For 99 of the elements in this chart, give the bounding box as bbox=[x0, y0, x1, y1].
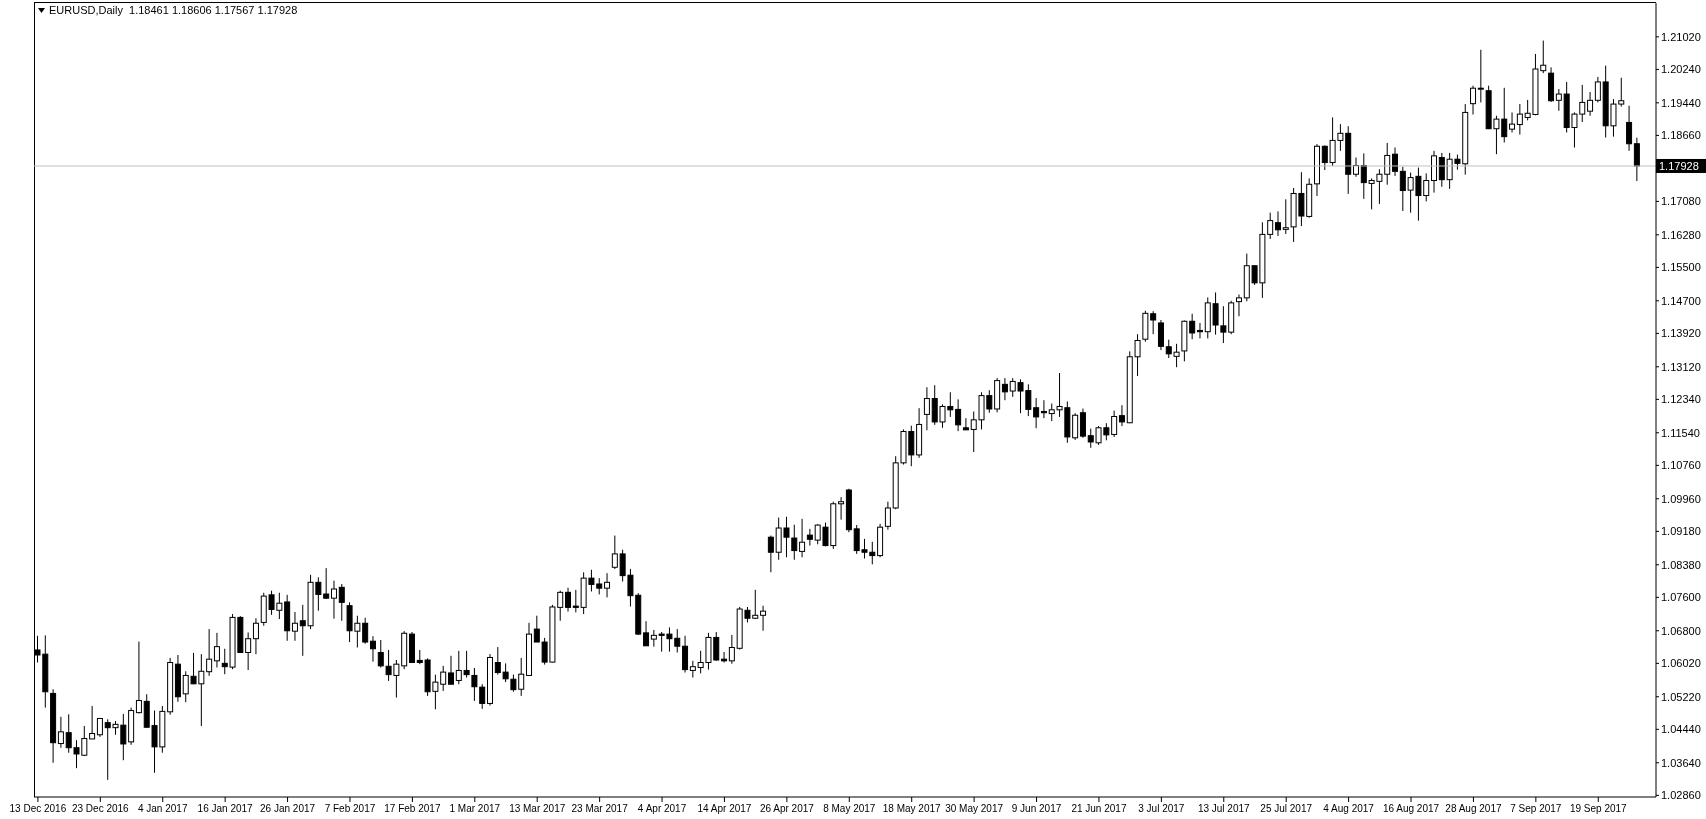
candlestick bbox=[1274, 210, 1281, 237]
y-tick-label: 1.16280 bbox=[1661, 228, 1701, 241]
x-tick-label: 13 Mar 2017 bbox=[509, 803, 566, 814]
x-tick-label: 9 Jun 2017 bbox=[1011, 803, 1062, 814]
y-tick-label: 1.18660 bbox=[1661, 129, 1701, 142]
x-tick-label: 16 Aug 2017 bbox=[1382, 803, 1440, 814]
chart-title: EURUSD,Daily 1.18461 1.18606 1.17567 1.17928 bbox=[49, 4, 298, 16]
candlestick bbox=[565, 587, 572, 613]
x-tick-label: 19 Sep 2017 bbox=[1569, 803, 1628, 814]
y-tick-label: 1.06020 bbox=[1661, 657, 1701, 670]
candlestick bbox=[1470, 85, 1477, 116]
x-tick-label: 7 Feb 2017 bbox=[324, 803, 376, 814]
candlestick bbox=[1477, 49, 1484, 103]
candlestick bbox=[57, 716, 64, 749]
candlestick bbox=[245, 631, 252, 671]
x-tick-label: 26 Jan 2017 bbox=[260, 803, 316, 814]
candlestick bbox=[799, 518, 806, 558]
candlestick bbox=[643, 620, 650, 647]
candlestick bbox=[1509, 111, 1516, 133]
y-tick-label: 1.14700 bbox=[1661, 294, 1701, 307]
candlestick bbox=[89, 705, 96, 740]
candlestick bbox=[96, 717, 103, 738]
candlestick bbox=[604, 572, 611, 598]
candlestick bbox=[1633, 137, 1640, 182]
x-tick-label: 26 Apr 2017 bbox=[759, 803, 815, 814]
candlestick bbox=[1079, 408, 1086, 439]
candlestick bbox=[760, 605, 767, 632]
candlestick bbox=[135, 641, 142, 714]
y-tick-label: 1.21020 bbox=[1661, 30, 1701, 43]
y-tick-label: 1.15500 bbox=[1661, 261, 1701, 274]
candlestick bbox=[767, 535, 774, 573]
y-tick-label: 1.08380 bbox=[1661, 558, 1701, 571]
x-tick-label: 23 Dec 2016 bbox=[71, 803, 130, 814]
x-tick-label: 25 Jul 2017 bbox=[1260, 803, 1313, 814]
x-tick-label: 16 Jan 2017 bbox=[197, 803, 254, 814]
candlestick bbox=[369, 635, 376, 663]
y-tick-label: 1.11540 bbox=[1661, 426, 1700, 439]
candlestick bbox=[291, 611, 298, 642]
candlestick bbox=[1626, 105, 1633, 152]
candlestick bbox=[923, 386, 930, 431]
candlestick bbox=[1072, 412, 1079, 441]
y-tick-label: 1.03640 bbox=[1661, 756, 1701, 769]
candlestick bbox=[1196, 322, 1203, 339]
x-tick-label: 30 May 2017 bbox=[945, 803, 1004, 814]
candlestick bbox=[728, 634, 735, 665]
x-tick-label: 18 May 2017 bbox=[882, 803, 942, 814]
x-tick-label: 1 Mar 2017 bbox=[449, 803, 501, 814]
candlestick bbox=[962, 417, 969, 431]
candlestick bbox=[1001, 377, 1008, 401]
x-tick-label: 21 Jun 2017 bbox=[1071, 803, 1127, 814]
candlestick bbox=[330, 580, 337, 620]
y-tick-label: 1.09180 bbox=[1661, 525, 1701, 538]
ref-line-label: 1.17928 bbox=[1659, 159, 1699, 172]
candlestick bbox=[471, 667, 478, 702]
candlestick bbox=[1587, 91, 1594, 117]
x-tick-label: 23 Mar 2017 bbox=[571, 803, 629, 814]
candlestick bbox=[884, 501, 891, 531]
y-tick-label: 1.05220 bbox=[1661, 690, 1701, 703]
candlestick bbox=[1040, 399, 1047, 419]
x-tick-label: 8 May 2017 bbox=[823, 803, 876, 814]
x-tick-label: 4 Jan 2017 bbox=[137, 803, 188, 814]
y-tick-label: 1.09960 bbox=[1661, 492, 1701, 505]
x-tick-label: 13 Dec 2016 bbox=[9, 803, 67, 814]
y-tick-label: 1.13120 bbox=[1661, 360, 1701, 373]
x-tick-label: 14 Apr 2017 bbox=[697, 803, 752, 814]
y-tick-label: 1.06800 bbox=[1661, 624, 1701, 637]
y-tick-label: 1.19440 bbox=[1661, 96, 1701, 109]
y-tick-label: 1.17080 bbox=[1661, 195, 1701, 208]
y-tick-label: 1.12340 bbox=[1661, 393, 1701, 406]
y-tick-label: 1.13920 bbox=[1661, 327, 1701, 340]
x-tick-label: 4 Aug 2017 bbox=[1323, 803, 1375, 814]
candlestick bbox=[1033, 397, 1040, 429]
candlestick bbox=[955, 398, 962, 432]
candlestick bbox=[338, 583, 345, 622]
candlestick bbox=[1235, 294, 1242, 317]
candlestick bbox=[838, 496, 845, 521]
candlestick bbox=[1594, 76, 1601, 103]
x-tick-label: 28 Aug 2017 bbox=[1445, 803, 1502, 814]
y-tick-label: 1.04440 bbox=[1661, 723, 1701, 736]
candlestick bbox=[1157, 319, 1164, 351]
y-tick-label: 1.07600 bbox=[1661, 591, 1701, 604]
candlestick bbox=[479, 683, 486, 710]
candlestick bbox=[806, 528, 813, 547]
candlestick bbox=[682, 635, 689, 674]
y-tick-label: 1.10760 bbox=[1661, 459, 1701, 472]
x-tick-label: 13 Jul 2017 bbox=[1197, 803, 1251, 814]
candlestick bbox=[448, 655, 454, 685]
candlestick bbox=[252, 617, 259, 655]
candlestick bbox=[689, 660, 696, 679]
y-tick-label: 1.20240 bbox=[1661, 63, 1701, 76]
candlestick bbox=[213, 632, 220, 669]
candlestick bbox=[1555, 88, 1562, 112]
x-tick-label: 7 Sep 2017 bbox=[1510, 803, 1562, 814]
x-tick-label: 17 Feb 2017 bbox=[384, 803, 441, 814]
y-tick-label: 1.02860 bbox=[1661, 789, 1701, 802]
x-tick-label: 4 Apr 2017 bbox=[637, 803, 687, 814]
x-tick-label: 3 Jul 2017 bbox=[1138, 803, 1185, 814]
candlestick bbox=[206, 628, 213, 677]
candlestick bbox=[1118, 404, 1125, 427]
